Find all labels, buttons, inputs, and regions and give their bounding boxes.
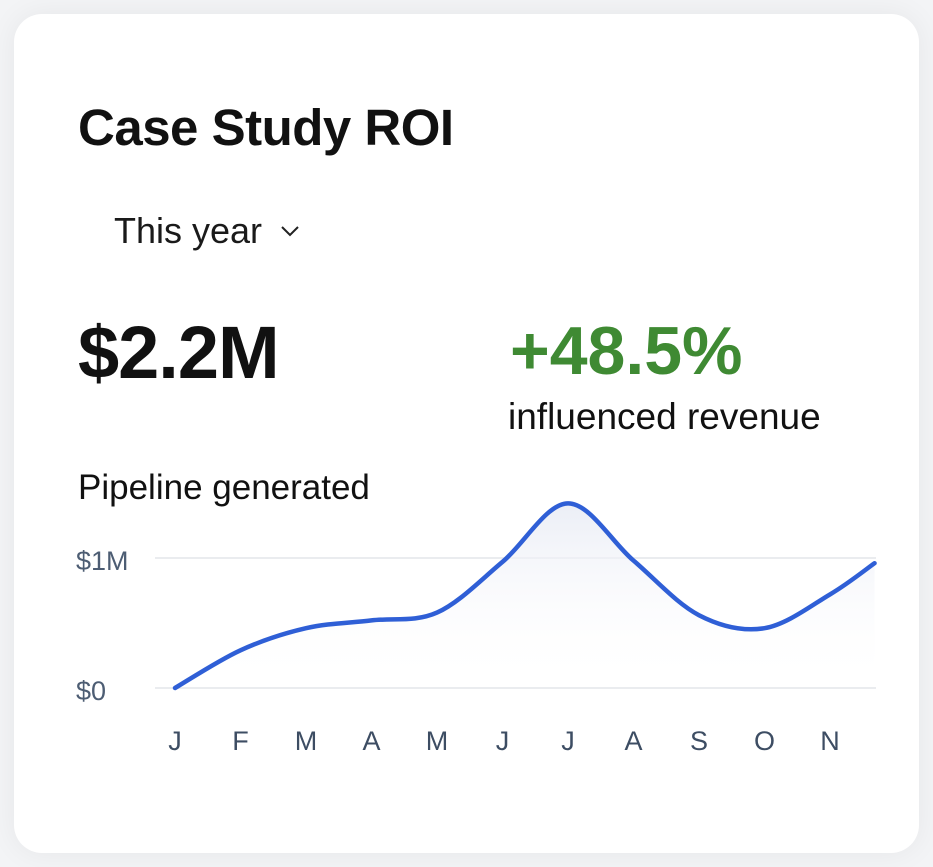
x-tick-label: A	[362, 726, 380, 756]
period-selected: This year	[114, 210, 263, 251]
x-tick-label: N	[820, 726, 840, 756]
x-tick-label: A	[624, 726, 642, 756]
period-dropdown[interactable]: This year	[114, 210, 300, 252]
total-value: $2.2M	[78, 311, 280, 394]
x-tick-label: J	[496, 726, 510, 756]
chart-area-fill	[175, 503, 875, 688]
x-tick-label: J	[168, 726, 182, 756]
x-tick-label: J	[561, 726, 575, 756]
roi-card	[14, 14, 919, 853]
y-tick-label: $0	[76, 676, 106, 706]
chart-title: Pipeline generated	[78, 468, 370, 507]
y-tick-label: $1M	[76, 546, 129, 576]
x-tick-label: M	[295, 726, 318, 756]
growth-label: influenced revenue	[508, 396, 821, 437]
growth-value: +48.5%	[510, 313, 743, 389]
x-tick-label: F	[232, 726, 249, 756]
chart-line	[172, 501, 877, 691]
x-tick-label: M	[426, 726, 449, 756]
x-tick-label: S	[690, 726, 708, 756]
card-title: Case Study ROI	[78, 99, 454, 156]
x-tick-label: O	[754, 726, 775, 756]
chevron-down-icon	[281, 226, 299, 237]
